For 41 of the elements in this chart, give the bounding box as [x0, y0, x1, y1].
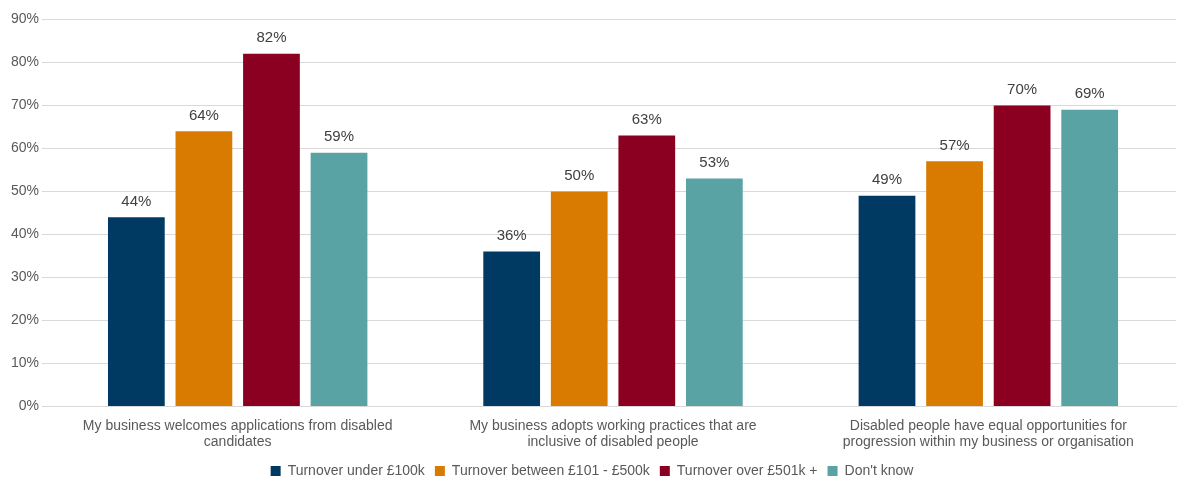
- y-tick-label: 80%: [10, 53, 40, 70]
- legend-label: Turnover over £501k +: [676, 461, 818, 478]
- bar: [243, 53, 300, 406]
- x-tick-label: My business welcomes applications from disabled candidates: [82, 416, 393, 450]
- bar: [858, 195, 916, 406]
- y-tick-label: 20%: [10, 311, 40, 328]
- y-tick-label: 70%: [10, 96, 40, 113]
- bar: [310, 152, 368, 406]
- bar: [926, 161, 983, 406]
- bar: [618, 135, 676, 406]
- y-tick-label: 40%: [10, 225, 40, 242]
- x-tick-label: My business adopts working practices that are inclusive of disabled people: [469, 416, 757, 450]
- text: 69%: [1074, 84, 1105, 102]
- text: 63%: [631, 110, 662, 128]
- bar: [107, 217, 165, 406]
- y-tick-label: 90%: [10, 10, 40, 27]
- y-tick-label: 10%: [10, 354, 40, 371]
- text: 64%: [188, 105, 219, 123]
- bar: [1061, 109, 1119, 406]
- text: 49%: [871, 170, 903, 188]
- legend-label: Turnover under £100k: [287, 461, 426, 478]
- y-tick-label: 0%: [18, 397, 40, 414]
- text: 50%: [564, 166, 595, 184]
- legend-label: Turnover between £101 - £500k: [451, 461, 651, 478]
- bar: [175, 131, 233, 406]
- text: 59%: [324, 127, 355, 145]
- bar: [993, 105, 1051, 406]
- x-tick-label: Disabled people have equal opportunities for progression within my business or organisation: [842, 416, 1134, 450]
- bar: [550, 191, 608, 406]
- y-tick-label: 60%: [10, 139, 40, 156]
- legend-label: Don't know: [844, 461, 915, 478]
- bar: [483, 251, 541, 406]
- text: 57%: [939, 135, 970, 153]
- bar: [685, 178, 743, 406]
- y-tick-label: 30%: [10, 268, 40, 285]
- text: 53%: [699, 153, 730, 171]
- text: 44%: [121, 191, 152, 209]
- text: 36%: [496, 226, 527, 244]
- y-tick-label: 50%: [10, 182, 40, 199]
- text: 70%: [1007, 80, 1038, 98]
- text: 82%: [256, 28, 287, 46]
